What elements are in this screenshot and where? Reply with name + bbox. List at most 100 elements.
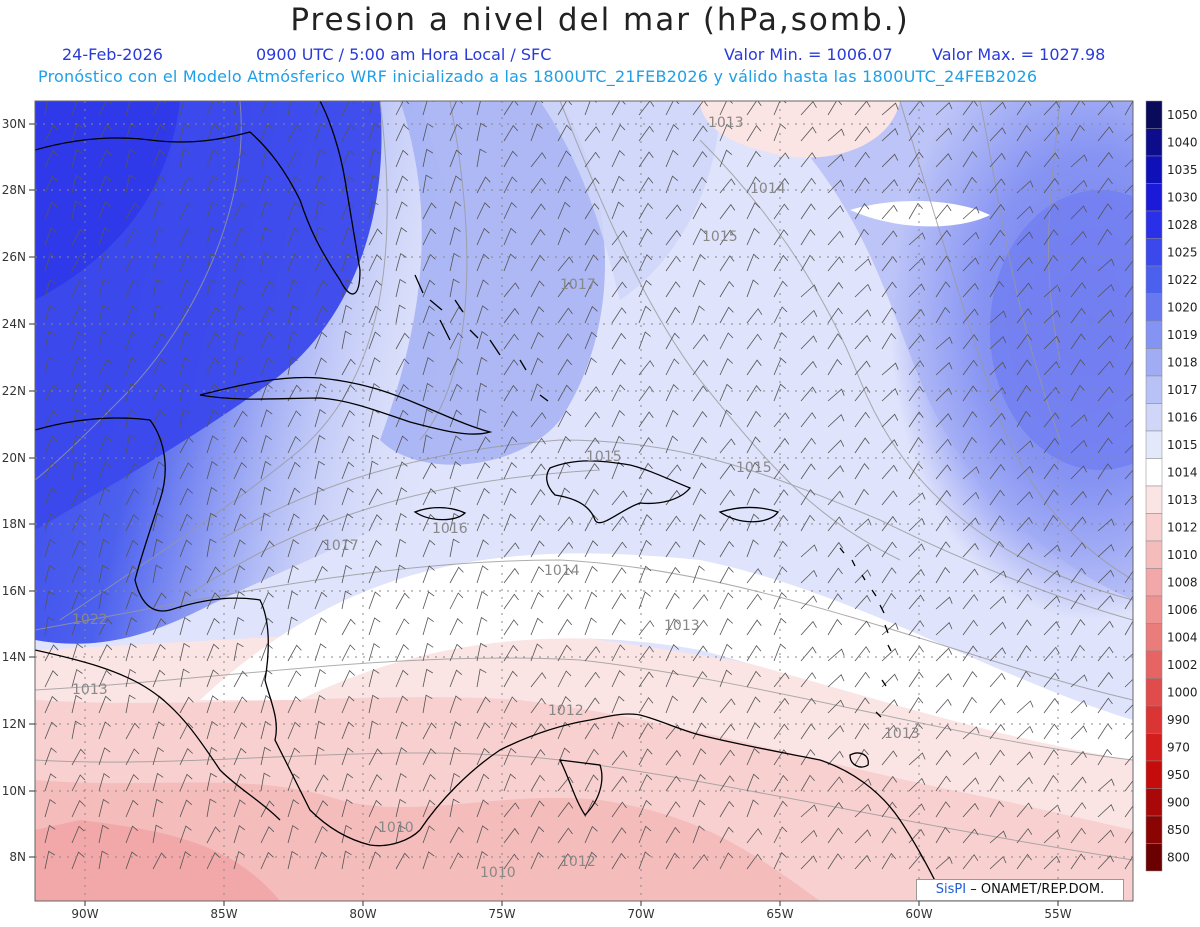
wind-barb <box>584 488 599 506</box>
wind-barb <box>827 618 843 636</box>
wind-barb <box>98 384 113 402</box>
wind-barb <box>719 800 735 818</box>
colorbar-label: 1035 <box>1167 163 1198 177</box>
wind-barb <box>692 436 707 454</box>
wind-barb <box>287 176 301 194</box>
wind-barb <box>638 645 654 662</box>
wind-barb <box>449 798 460 818</box>
wind-barb <box>260 280 275 298</box>
wind-barb <box>989 698 1006 714</box>
wind-barb <box>1043 621 1060 636</box>
wind-barb <box>341 124 356 142</box>
wind-barb <box>1016 205 1034 220</box>
wind-barb <box>908 283 926 298</box>
wind-barb <box>908 257 926 272</box>
colorbar-swatch <box>1145 238 1163 267</box>
wind-barb <box>935 698 952 714</box>
sispi-logo: SisPI <box>935 882 967 897</box>
wind-barb <box>98 487 111 506</box>
wind-barb <box>44 384 59 402</box>
wind-barb <box>1016 101 1032 116</box>
wind-barb <box>152 772 164 792</box>
wind-barb <box>449 721 462 740</box>
wind-barb <box>989 255 1005 272</box>
wind-barb <box>179 305 192 324</box>
wind-barb <box>827 541 844 558</box>
wind-barb <box>935 306 951 324</box>
wind-barb <box>260 435 272 454</box>
wind-barb <box>476 513 490 532</box>
wind-barb <box>98 278 110 298</box>
credit-box: SisPI – ONAMET/REP.DOM. <box>916 879 1124 901</box>
wind-barb <box>395 618 410 636</box>
wind-barb <box>179 696 194 714</box>
wind-barb <box>530 463 546 480</box>
wind-barb <box>341 747 354 766</box>
colorbar-label: 1002 <box>1167 658 1198 672</box>
wind-barb <box>179 825 192 844</box>
wind-barb <box>71 565 85 584</box>
wind-barb <box>98 227 111 246</box>
map-title: Presion a nivel del mar (hPa,somb.) <box>290 2 910 38</box>
wind-barb <box>422 434 433 454</box>
wind-barb <box>665 255 681 272</box>
wind-barb <box>179 331 192 350</box>
wind-barb <box>557 436 571 454</box>
wind-barb <box>179 228 193 246</box>
contour-label: 1010 <box>480 865 516 881</box>
wind-barb <box>368 774 383 792</box>
plot-frame <box>34 100 1134 902</box>
wind-barb <box>746 385 762 402</box>
wind-barb <box>557 201 571 220</box>
wind-barb <box>1043 723 1059 740</box>
wind-barb <box>287 513 300 532</box>
wind-barb <box>881 332 897 350</box>
wind-barb <box>71 748 86 766</box>
wind-barb <box>287 124 302 142</box>
wind-barb <box>746 619 762 636</box>
wind-barb <box>1043 229 1059 246</box>
wind-barb <box>44 227 57 246</box>
wind-barb <box>773 229 789 246</box>
wind-barb <box>962 231 980 246</box>
wind-barb <box>395 721 408 740</box>
wind-barb <box>827 593 843 610</box>
wind-barb <box>125 228 140 246</box>
wind-barb <box>1070 333 1086 350</box>
wind-barb <box>692 696 707 714</box>
wind-barb <box>881 801 897 818</box>
wind-barb <box>98 461 111 480</box>
wind-barb <box>800 386 817 402</box>
wind-barb <box>71 228 86 246</box>
wind-barb <box>233 330 245 350</box>
wind-barb <box>557 644 572 662</box>
wind-barb <box>1070 593 1086 610</box>
wind-barb <box>152 123 166 142</box>
wind-barb <box>908 803 926 818</box>
wind-barb <box>557 358 573 376</box>
wind-barb <box>935 724 952 740</box>
wind-barb <box>719 101 733 116</box>
yucatan-centralamerica <box>35 417 421 847</box>
wind-barb <box>98 201 111 220</box>
contour-label: 1015 <box>586 449 622 465</box>
wind-barb <box>476 799 489 818</box>
colorbar-swatch <box>1145 815 1163 844</box>
wind-barb <box>881 750 898 766</box>
lon-axis: 90W 85W 80W 75W 70W 65W 60W 55W <box>71 907 1071 921</box>
wind-barb <box>1097 463 1113 480</box>
wind-barb <box>773 514 789 532</box>
wind-barb <box>1070 256 1087 272</box>
wind-barb <box>1097 411 1114 428</box>
wind-barb <box>476 591 488 610</box>
wind-barb <box>287 253 300 272</box>
wind-barb <box>746 150 761 168</box>
wind-barb <box>854 151 870 168</box>
wind-barb <box>152 409 166 428</box>
wind-barb <box>1124 469 1133 480</box>
wind-barb <box>665 124 679 142</box>
wind-barb <box>530 591 544 610</box>
wind-barb <box>611 461 625 480</box>
wind-barb <box>557 776 574 792</box>
wind-barb <box>368 488 383 506</box>
